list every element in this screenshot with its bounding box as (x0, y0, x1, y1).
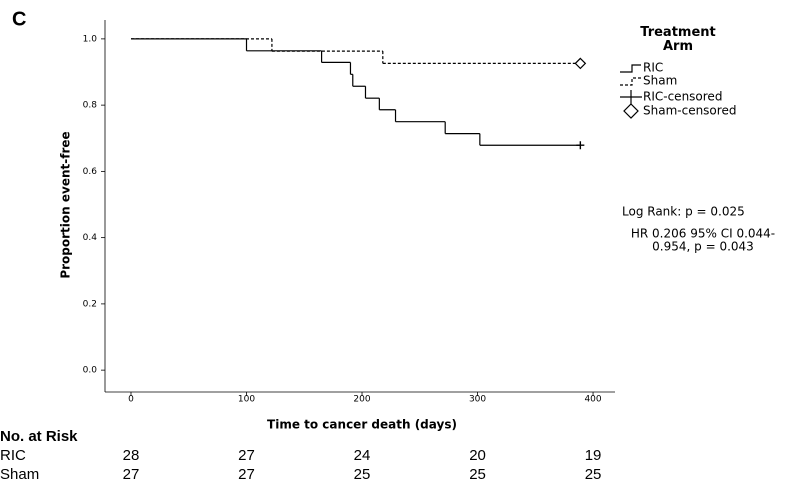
risk-count: 25 (354, 466, 371, 483)
x-tick-label: 200 (353, 395, 370, 405)
risk-count: 27 (238, 466, 255, 483)
risk-row-label: RIC (0, 447, 26, 464)
y-tick-label: 0.4 (83, 233, 98, 243)
annotation: HR 0.206 95% CI 0.044- (631, 227, 775, 241)
legend-label: RIC (643, 61, 663, 75)
risk-table-title: No. at Risk (0, 428, 78, 445)
risk-count: 20 (469, 447, 486, 464)
risk-count: 25 (469, 466, 486, 483)
risk-count: 27 (238, 447, 255, 464)
risk-count: 28 (123, 447, 140, 464)
legend-title: Treatment Arm (640, 25, 716, 54)
x-axis-title: Time to cancer death (days) (267, 418, 457, 432)
risk-count: 27 (123, 466, 140, 483)
x-tick-label: 100 (238, 395, 255, 405)
legend-label: Sham (643, 74, 677, 88)
y-tick-label: 0.2 (83, 299, 97, 309)
panel-label: C (12, 8, 26, 30)
y-tick-label: 0.0 (83, 366, 98, 376)
legend-symbol (620, 90, 642, 104)
x-tick-label: 300 (469, 395, 486, 405)
y-tick-label: 1.0 (83, 34, 98, 44)
censor-mark (574, 57, 587, 70)
x-tick-label: 400 (584, 395, 601, 405)
legend-label: Sham-censored (643, 104, 736, 118)
y-tick-label: 0.6 (83, 167, 98, 177)
annotation: 0.954, p = 0.043 (652, 240, 754, 254)
x-tick-label: 0 (128, 395, 134, 405)
risk-count: 24 (354, 447, 371, 464)
censor-mark (576, 141, 585, 150)
legend-symbol (620, 64, 641, 73)
y-axis-title: Proportion event-free (59, 131, 73, 278)
risk-count: 19 (585, 447, 602, 464)
y-tick-label: 0.8 (83, 101, 98, 111)
legend-symbol (620, 77, 641, 86)
annotation: Log Rank: p = 0.025 (622, 205, 745, 219)
risk-count: 25 (585, 466, 602, 483)
legend-symbol (623, 103, 639, 119)
risk-row-label: Sham (0, 466, 39, 483)
legend-label: RIC-censored (643, 90, 722, 104)
